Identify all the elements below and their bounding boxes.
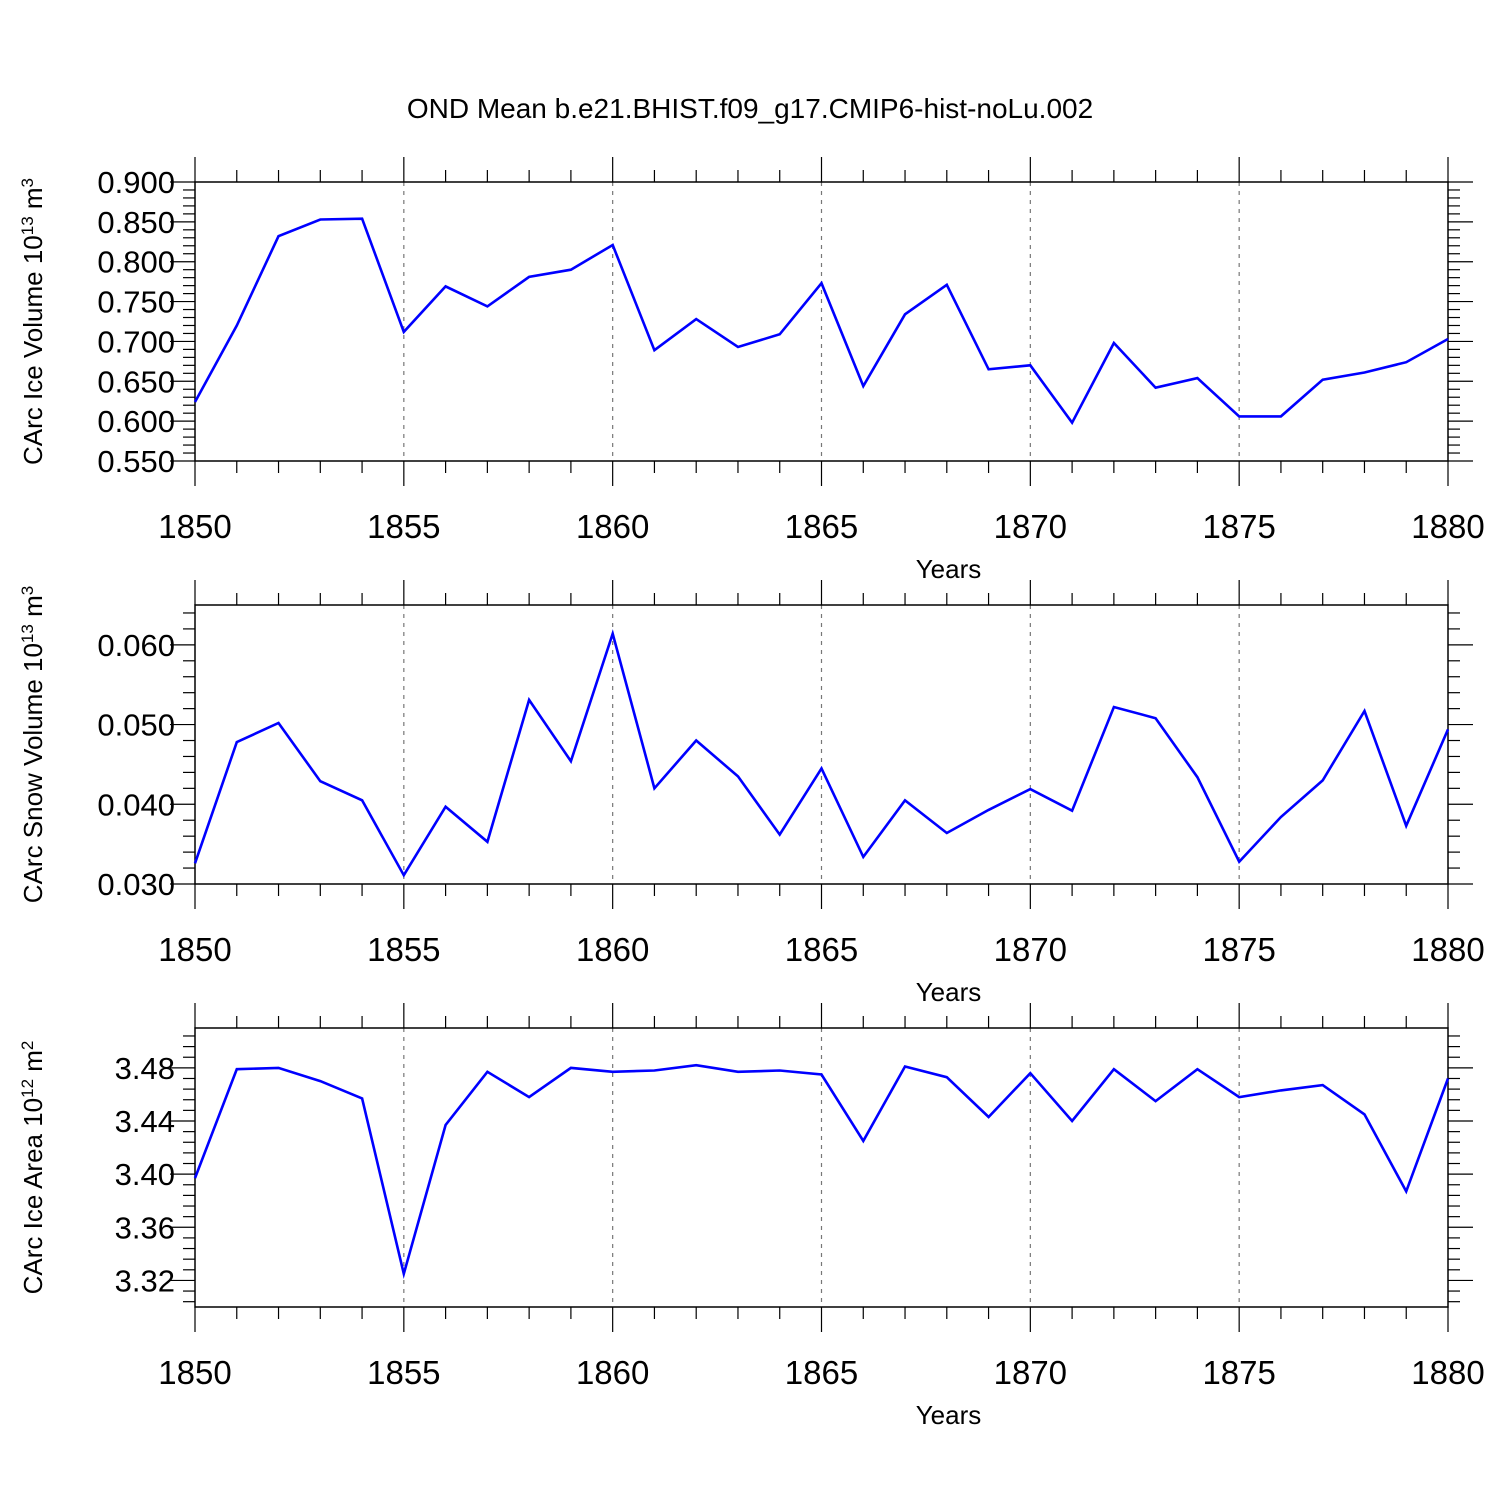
ice-volume-xtick-label: 1880 bbox=[1411, 508, 1484, 545]
ice-volume-xtick-label: 1870 bbox=[994, 508, 1067, 545]
snow-volume-ytick-label: 0.030 bbox=[97, 867, 175, 902]
snow-volume-ytick-label: 0.050 bbox=[97, 708, 175, 743]
ice-volume-xtick-label: 1855 bbox=[367, 508, 440, 545]
ice-area-xtick-label: 1860 bbox=[576, 1354, 649, 1391]
ice-volume-ytick-label: 0.550 bbox=[97, 444, 175, 479]
ice-area-ylabel: CArc Ice Area 1012 m2 bbox=[18, 1041, 49, 1295]
ice-area-xtick-label: 1850 bbox=[158, 1354, 231, 1391]
snow-volume-ytick-label: 0.040 bbox=[97, 787, 175, 822]
snow-volume-xtick-label: 1870 bbox=[994, 931, 1067, 968]
ice-volume-ytick-label: 0.650 bbox=[97, 364, 175, 399]
ice-volume-panel: 1850 1855 1860 1865 1870 1875 1880 0.550 0.600 0.… bbox=[18, 157, 1485, 584]
ice-area-xtick-label: 1855 bbox=[367, 1354, 440, 1391]
ice-volume-ytick-label: 0.700 bbox=[97, 324, 175, 359]
ice-area-xlabel: Years bbox=[916, 1400, 982, 1430]
ice-volume-series-line bbox=[193, 217, 1449, 426]
ice-area-ytick-label: 3.44 bbox=[115, 1104, 175, 1139]
snow-volume-xlabel: Years bbox=[916, 977, 982, 1007]
ice-volume-xtick-label: 1865 bbox=[785, 508, 858, 545]
ice-volume-ytick-label: 0.750 bbox=[97, 285, 175, 320]
snow-volume-ylabel: CArc Snow Volume 1013 m3 bbox=[18, 586, 49, 903]
ice-volume-xtick-label: 1850 bbox=[158, 508, 231, 545]
ice-area-xtick-label: 1875 bbox=[1202, 1354, 1275, 1391]
ice-volume-ytick-label: 0.600 bbox=[97, 404, 175, 439]
snow-volume-ytick-label: 0.060 bbox=[97, 628, 175, 663]
snow-volume-xtick-label: 1875 bbox=[1202, 931, 1275, 968]
ice-volume-ytick-label: 0.850 bbox=[97, 205, 175, 240]
ice-volume-xlabel: Years bbox=[916, 554, 982, 584]
snow-volume-xtick-label: 1865 bbox=[785, 931, 858, 968]
snow-volume-xtick-label: 1855 bbox=[367, 931, 440, 968]
snow-volume-series-line bbox=[193, 629, 1450, 878]
snow-volume-xtick-label: 1850 bbox=[158, 931, 231, 968]
ice-area-ytick-label: 3.36 bbox=[115, 1210, 175, 1245]
ice-area-ytick-label: 3.40 bbox=[115, 1157, 175, 1192]
snow-volume-xtick-label: 1880 bbox=[1411, 931, 1484, 968]
ice-area-xtick-label: 1870 bbox=[994, 1354, 1067, 1391]
chart-title: OND Mean b.e21.BHIST.f09_g17.CMIP6-hist-… bbox=[407, 93, 1093, 124]
ice-area-ytick-label: 3.48 bbox=[115, 1051, 175, 1086]
ice-volume-xtick-label: 1860 bbox=[576, 508, 649, 545]
ice-volume-ytick-label: 0.900 bbox=[97, 165, 175, 200]
ice-area-xtick-label: 1880 bbox=[1411, 1354, 1484, 1391]
ice-area-ytick-label: 3.32 bbox=[115, 1263, 175, 1298]
ice-area-xtick-label: 1865 bbox=[785, 1354, 858, 1391]
ice-area-series-line bbox=[193, 1063, 1450, 1279]
ice-area-panel: 1850 1855 1860 1865 1870 1875 1880 3.32 3.36 3.40… bbox=[18, 1003, 1485, 1430]
snow-volume-panel: 1850 1855 1860 1865 1870 1875 1880 0.030 0.040 0.… bbox=[18, 580, 1485, 1007]
ice-volume-ylabel: CArc Ice Volume 1013 m3 bbox=[18, 178, 49, 465]
snow-volume-xtick-label: 1860 bbox=[576, 931, 649, 968]
ice-volume-xtick-label: 1875 bbox=[1202, 508, 1275, 545]
ice-volume-ytick-label: 0.800 bbox=[97, 245, 175, 280]
